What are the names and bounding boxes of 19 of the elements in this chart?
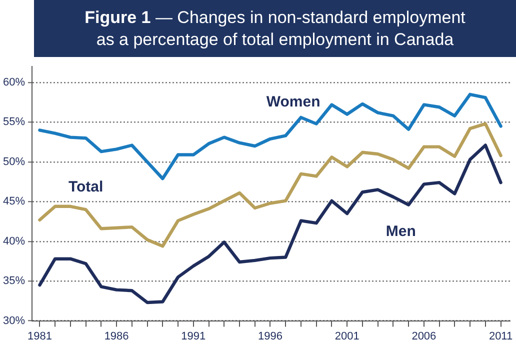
series-label: Total [68, 178, 104, 196]
x-tick-label: 1996 [258, 330, 282, 342]
y-tick-label: 50% [2, 156, 26, 168]
chart-subtitle: as a percentage of total employment in Canada [95, 29, 455, 51]
x-tick-label: 1981 [27, 330, 52, 342]
x-tick-label: 2006 [412, 330, 436, 342]
y-tick-label: 45% [2, 196, 26, 208]
x-tick-label: 2001 [334, 330, 360, 342]
y-tick-label: 55% [2, 116, 26, 128]
y-tick-label: 60% [2, 76, 26, 89]
x-tick-label: 1986 [104, 330, 129, 342]
y-tick-label: 40% [2, 235, 26, 248]
x-tick-label: 2011 [488, 330, 513, 342]
series-label: Men [386, 222, 416, 240]
x-tick-label: 1991 [181, 330, 206, 342]
y-tick-label: 35% [2, 275, 26, 288]
series-label: Women [266, 93, 320, 110]
chart-title: Figure 1 — Changes in non-standard employment [84, 7, 466, 29]
y-tick-label: 30% [2, 314, 26, 327]
